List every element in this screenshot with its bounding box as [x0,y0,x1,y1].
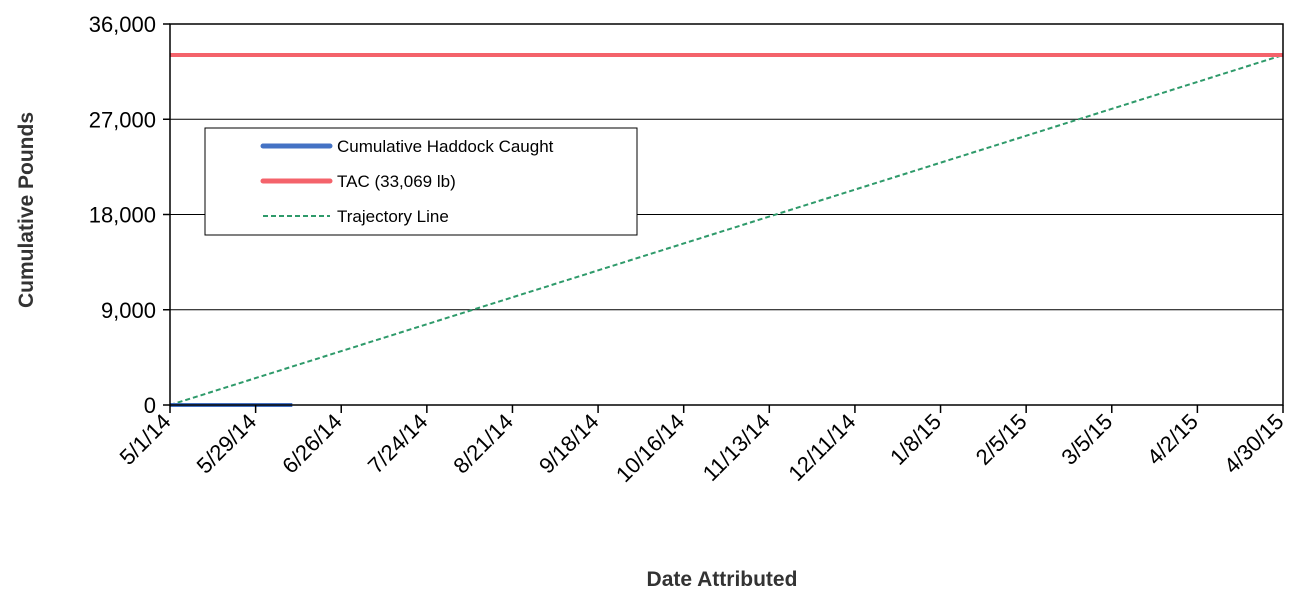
x-axis-ticks: 5/1/14 5/29/14 6/26/14 7/24/14 8/21/14 9/18/1… [115,405,1289,487]
y-tick-label: 0 [144,393,156,418]
x-tick-label: 5/29/14 [192,409,262,479]
y-tick-label: 18,000 [89,203,156,228]
legend-label-haddock: Cumulative Haddock Caught [337,137,554,156]
legend-label-tac: TAC (33,069 lb) [337,172,456,191]
x-tick-label: 12/11/14 [783,409,860,486]
x-tick-label: 7/24/14 [363,409,433,479]
y-tick-label: 36,000 [89,12,156,37]
y-axis-title: Cumulative Pounds [15,112,38,308]
x-tick-label: 6/26/14 [277,409,347,479]
x-tick-label: 2/5/15 [971,409,1032,470]
x-tick-label: 1/8/15 [885,409,946,470]
legend: Cumulative Haddock Caught TAC (33,069 lb… [204,127,638,236]
y-tick-label: 9,000 [101,298,156,323]
x-tick-label: 8/21/14 [448,409,518,479]
x-tick-label: 9/18/14 [534,409,604,479]
x-tick-label: 10/16/14 [611,409,689,487]
x-axis-title: Date Attributed [647,568,798,591]
y-axis-ticks: 0 9,000 18,000 27,000 36,000 [89,12,170,418]
x-tick-label: 3/5/15 [1056,409,1117,470]
x-tick-label: 11/13/14 [698,409,775,486]
x-tick-label: 4/30/15 [1219,409,1289,479]
x-tick-label: 4/2/15 [1142,409,1203,470]
legend-label-trajectory: Trajectory Line [337,207,449,226]
series-line-2 [169,54,1284,406]
y-tick-label: 27,000 [89,107,156,132]
